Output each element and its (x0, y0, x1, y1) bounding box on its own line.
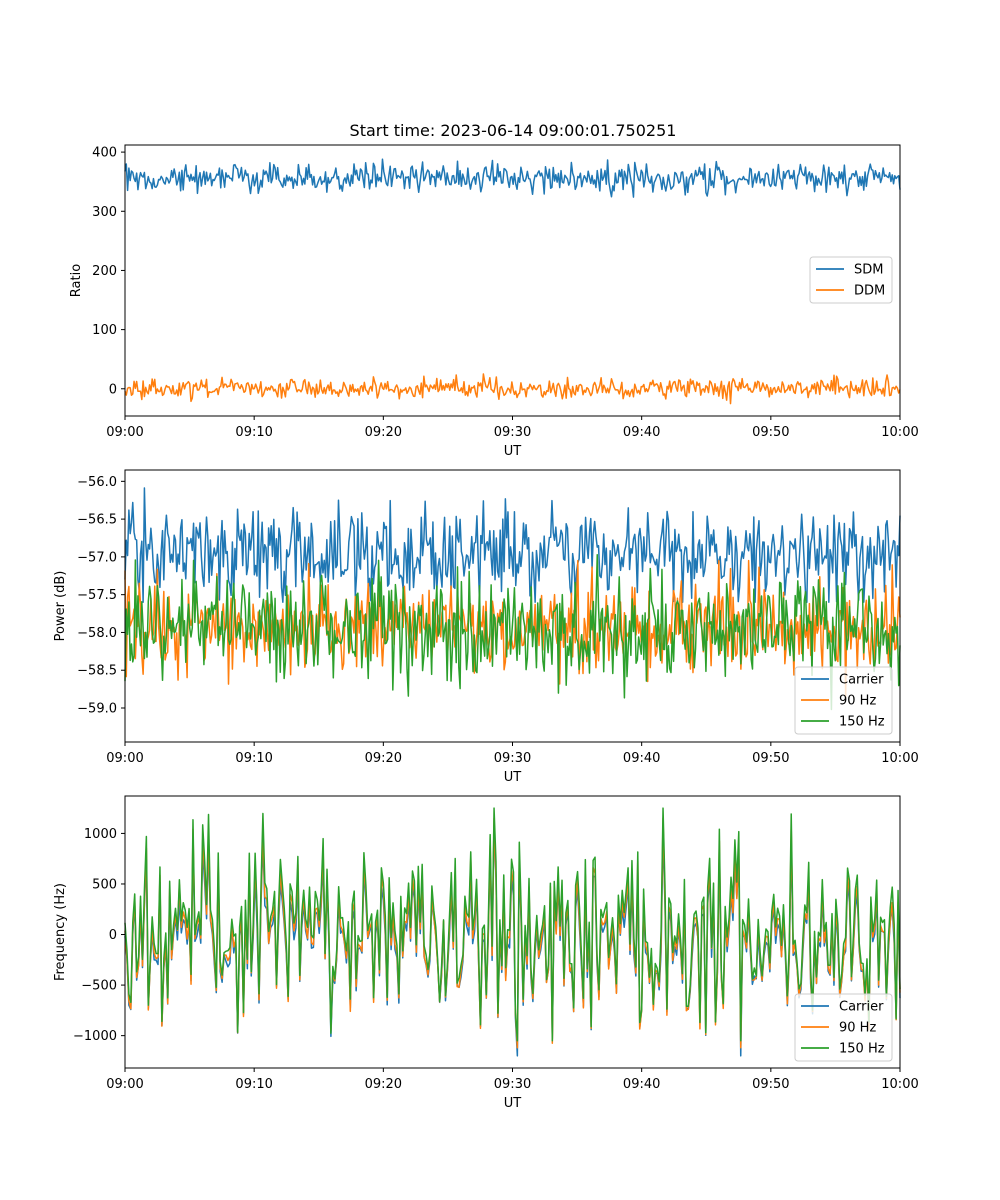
chart-2: 09:00 09:10 09:20 09:30 09:40 09:50 10:00 −59.0… (53, 469, 919, 785)
legend-box (794, 993, 893, 1062)
legend-label: 150 Hz (839, 1042, 885, 1057)
legend-label: Carrier (839, 1000, 884, 1015)
charts: 09:00 09:10 09:20 09:30 09:40 09:50 10:00 0 100 2… (53, 144, 919, 1111)
plot-frame (124, 144, 901, 417)
y-tick-label: 200 (92, 264, 117, 279)
x-tick-label: 09:50 (752, 425, 789, 440)
x-tick-label: 09:10 (235, 425, 272, 440)
y-tick-label: 0 (109, 382, 117, 397)
series-line-ddm (124, 373, 901, 405)
series-line-150-hz (124, 553, 901, 711)
x-tick-label: 09:40 (623, 425, 660, 440)
y-axis-label: Power (dB) (53, 571, 68, 642)
y-tick-label: −58.0 (77, 626, 117, 641)
x-axis-label: UT (504, 444, 522, 459)
y-tick-label: −58.5 (77, 664, 117, 679)
legend-label: 150 Hz (839, 715, 885, 730)
legend-box (794, 666, 893, 735)
x-tick-label: 09:10 (235, 751, 272, 766)
x-tick-label: 09:20 (365, 1077, 402, 1092)
x-tick-label: 09:30 (494, 751, 531, 766)
y-tick-label: 300 (92, 205, 117, 220)
y-tick-label: 100 (92, 323, 117, 338)
y-tick-label: 500 (92, 877, 117, 892)
chart-1: 09:00 09:10 09:20 09:30 09:40 09:50 10:00 0 100 2… (69, 144, 919, 459)
y-tick-label: −1000 (73, 1029, 117, 1044)
x-tick-label: 09:20 (365, 751, 402, 766)
series-line-150-hz (124, 807, 901, 1042)
y-tick-label: −57.5 (77, 588, 117, 603)
series-line-sdm (124, 158, 901, 198)
y-tick-label: 0 (109, 928, 117, 943)
x-tick-label: 09:00 (106, 751, 143, 766)
legend-label: Carrier (839, 673, 884, 688)
series-line-carrier (124, 487, 901, 603)
x-tick-label: 09:40 (623, 1077, 660, 1092)
x-tick-label: 10:00 (881, 1077, 918, 1092)
legend-label: SDM (854, 263, 883, 278)
y-tick-label: −56.5 (77, 513, 117, 528)
x-tick-label: 09:10 (235, 1077, 272, 1092)
x-tick-label: 09:40 (623, 751, 660, 766)
x-tick-label: 09:30 (494, 425, 531, 440)
y-tick-label: −500 (81, 979, 117, 994)
legend: Carrier 90 Hz 150 Hz (794, 666, 893, 735)
x-tick-label: 09:00 (106, 1077, 143, 1092)
legend-label: 90 Hz (839, 694, 876, 709)
x-tick-label: 09:00 (106, 425, 143, 440)
legend: SDM DDM (809, 256, 893, 304)
legend-label: DDM (854, 284, 885, 299)
y-tick-label: −57.0 (77, 550, 117, 565)
y-tick-label: 1000 (84, 827, 117, 842)
legend: Carrier 90 Hz 150 Hz (794, 993, 893, 1062)
legend-label: 90 Hz (839, 1021, 876, 1036)
x-tick-label: 09:30 (494, 1077, 531, 1092)
x-axis-label: UT (504, 770, 522, 785)
x-tick-label: 09:50 (752, 1077, 789, 1092)
x-tick-label: 10:00 (881, 751, 918, 766)
series-line-90-hz (124, 817, 901, 1049)
y-tick-label: 400 (92, 146, 117, 161)
chart-3: 09:00 09:10 09:20 09:30 09:40 09:50 10:00 −1000… (53, 795, 919, 1111)
x-tick-label: 10:00 (881, 425, 918, 440)
x-tick-label: 09:20 (365, 425, 402, 440)
x-axis-label: UT (504, 1096, 522, 1111)
y-axis-label: Ratio (69, 264, 84, 297)
y-tick-label: −59.0 (77, 702, 117, 717)
figure-title: Start time: 2023-06-14 09:00:01.750251 (350, 121, 677, 140)
y-axis-label: Frequency (Hz) (53, 883, 68, 981)
x-tick-label: 09:50 (752, 751, 789, 766)
y-tick-label: −56.0 (77, 475, 117, 490)
